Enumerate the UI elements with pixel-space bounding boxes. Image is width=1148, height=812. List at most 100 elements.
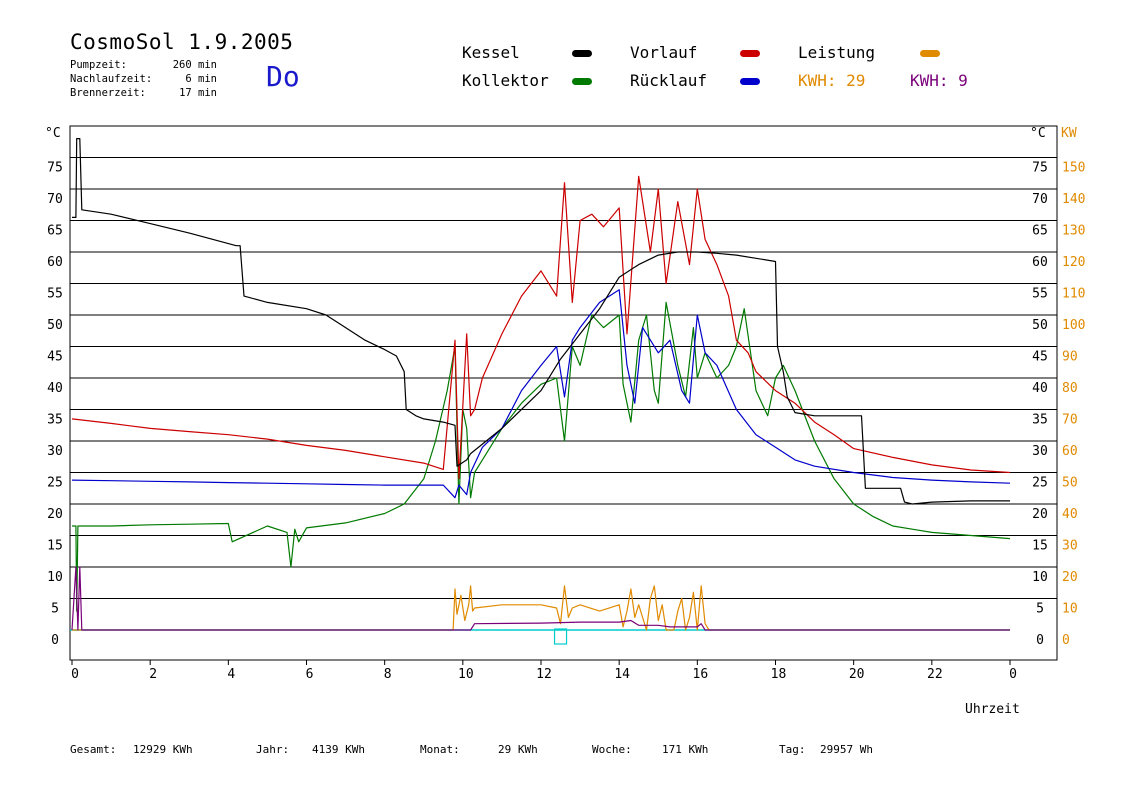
y2-power-tick-label: 120 <box>1062 255 1085 270</box>
y-tick-label: 50 <box>47 318 63 333</box>
y2-temp-tick-label: 10 <box>1032 570 1048 585</box>
x-tick-label: 14 <box>614 667 630 682</box>
y2-temp-tick-label: 30 <box>1032 444 1048 459</box>
plot-frame <box>69 125 1058 661</box>
y2-temp-tick-label: 35 <box>1032 413 1048 428</box>
y2-temp-tick-label: 15 <box>1032 539 1048 554</box>
y2-power-tick-label: 70 <box>1062 413 1078 428</box>
x-tick-label: 4 <box>227 667 235 682</box>
footer-monat-label: Monat: <box>420 743 460 756</box>
weekday-label: Do <box>266 60 300 93</box>
legend-ruecklauf-label: Rücklauf <box>630 71 708 90</box>
y-tick-label: 15 <box>47 539 63 554</box>
legend-vorlauf-swatch <box>740 50 760 57</box>
legend-ruecklauf-swatch <box>740 78 760 85</box>
y2-temp-tick-label: 25 <box>1032 476 1048 491</box>
x-tick-label: 0 <box>71 667 79 682</box>
y2-power-unit: KW <box>1061 126 1077 141</box>
series-line-rcklauf <box>71 289 1011 499</box>
y2-power-tick-label: 80 <box>1062 381 1078 396</box>
y2-power-tick-label: 150 <box>1062 161 1085 176</box>
y2-power-tick-label: 90 <box>1062 350 1078 365</box>
x-tick-label: 16 <box>693 667 709 682</box>
y-tick-label: 70 <box>47 192 63 207</box>
y2-temp-tick-label: 0 <box>1036 633 1044 648</box>
y2-temp-unit: °C <box>1030 126 1046 141</box>
y2-temp-tick-label: 5 <box>1036 602 1044 617</box>
series-line-vorlauf <box>71 175 1011 480</box>
footer-gesamt-label: Gesamt: <box>70 743 117 756</box>
legend-kollektor-swatch <box>572 78 592 85</box>
footer-woche-value: 171 KWh <box>662 743 709 756</box>
footer-gesamt-value: 12929 KWh <box>133 743 193 756</box>
legend-leistung-swatch <box>920 50 940 57</box>
y2-temp-tick-label: 65 <box>1032 224 1048 239</box>
series-line-kollektor <box>72 301 1011 612</box>
series-line-kessel <box>72 138 1010 505</box>
y2-power-tick-label: 60 <box>1062 444 1078 459</box>
y2-temp-tick-label: 20 <box>1032 507 1048 522</box>
brennerzeit-value: 17 min <box>179 87 217 99</box>
y-tick-label: 40 <box>47 381 63 396</box>
y2-power-tick-label: 130 <box>1062 224 1085 239</box>
series-line-purple <box>71 566 1010 631</box>
y2-temp-tick-label: 50 <box>1032 318 1048 333</box>
y2-temp-tick-label: 45 <box>1032 350 1048 365</box>
legend-kessel-swatch <box>572 50 592 57</box>
y-tick-label: 75 <box>47 161 63 176</box>
y2-temp-tick-label: 70 <box>1032 192 1048 207</box>
y2-power-tick-label: 100 <box>1062 318 1085 333</box>
legend-vorlauf-label: Vorlauf <box>630 43 698 62</box>
footer-woche-label: Woche: <box>592 743 632 756</box>
y2-power-tick-label: 20 <box>1062 570 1078 585</box>
y-tick-label: 0 <box>51 633 59 648</box>
baseline-marker <box>553 628 568 645</box>
y2-temp-tick-label: 40 <box>1032 381 1048 396</box>
legend-kwh-total: KWH: 29 <box>798 71 866 90</box>
y-tick-label: 45 <box>47 350 63 365</box>
x-tick-label: 2 <box>149 667 157 682</box>
x-tick-label: 8 <box>384 667 392 682</box>
y2-power-tick-label: 10 <box>1062 602 1078 617</box>
y2-temp-tick-label: 75 <box>1032 161 1048 176</box>
y2-power-tick-label: 50 <box>1062 476 1078 491</box>
nachlaufzeit-label: Nachlaufzeit: <box>70 73 153 85</box>
footer-jahr-label: Jahr: <box>256 743 290 756</box>
chart-title: CosmoSol 1.9.2005 <box>70 30 294 54</box>
x-tick-label: 12 <box>536 667 552 682</box>
legend-kollektor-label: Kollektor <box>462 71 549 90</box>
y-tick-label: 25 <box>47 476 63 491</box>
y-tick-label: 30 <box>47 444 63 459</box>
y2-temp-tick-label: 55 <box>1032 287 1048 302</box>
y-tick-label: 60 <box>47 255 63 270</box>
y-tick-label: 5 <box>51 602 59 617</box>
y-tick-label: 55 <box>47 287 63 302</box>
y-axis-unit: °C <box>45 126 61 141</box>
y2-power-tick-label: 30 <box>1062 539 1078 554</box>
y2-power-tick-label: 110 <box>1062 287 1085 302</box>
y2-temp-tick-label: 60 <box>1032 255 1048 270</box>
y-tick-label: 10 <box>47 570 63 585</box>
footer-tag-label: Tag: <box>779 743 806 756</box>
y2-power-tick-label: 140 <box>1062 192 1085 207</box>
footer-jahr-value: 4139 KWh <box>312 743 365 756</box>
legend-kwh-second: KWH: 9 <box>910 71 968 90</box>
y2-power-tick-label: 0 <box>1062 633 1070 648</box>
footer-monat-value: 29 KWh <box>498 743 538 756</box>
pumpzeit-label: Pumpzeit: <box>70 59 127 71</box>
y-tick-label: 35 <box>47 413 63 428</box>
x-tick-label: 6 <box>306 667 314 682</box>
x-tick-label: 22 <box>927 667 943 682</box>
footer-tag-value: 29957 Wh <box>820 743 873 756</box>
legend-kessel-label: Kessel <box>462 43 520 62</box>
x-tick-label: 20 <box>849 667 865 682</box>
y-tick-label: 65 <box>47 224 63 239</box>
brennerzeit-label: Brennerzeit: <box>70 87 146 99</box>
y-tick-label: 20 <box>47 507 63 522</box>
legend-leistung-label: Leistung <box>798 43 876 62</box>
y2-power-tick-label: 40 <box>1062 507 1078 522</box>
x-tick-label: 18 <box>771 667 787 682</box>
series-line-leistung <box>72 585 1010 631</box>
x-tick-label: 0 <box>1009 667 1017 682</box>
